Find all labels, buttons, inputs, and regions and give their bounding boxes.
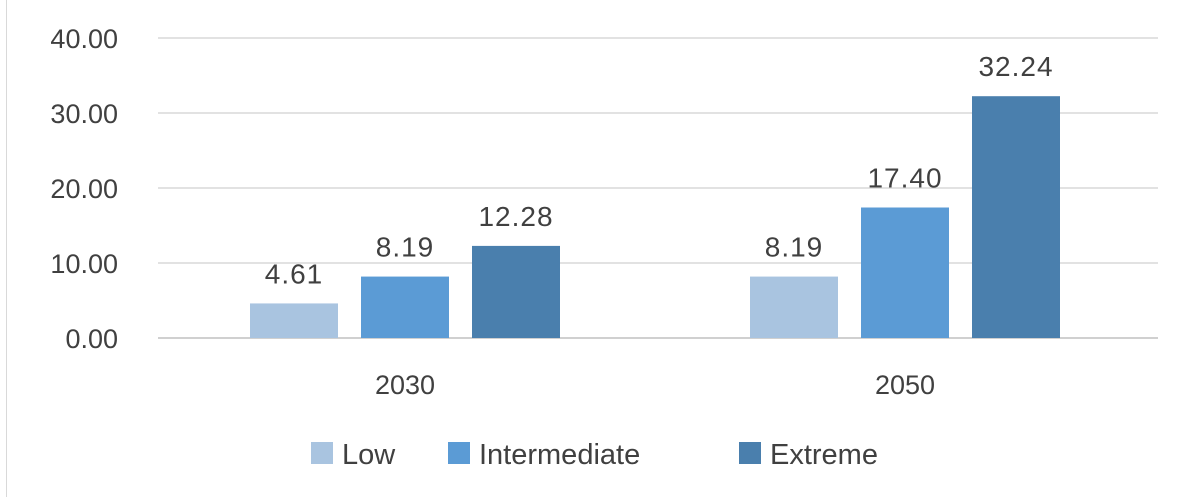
legend-swatch	[739, 442, 761, 464]
legend-label: Intermediate	[479, 439, 640, 471]
y-tick-label: 10.00	[50, 249, 118, 279]
data-label: 4.61	[265, 258, 324, 289]
y-tick-label: 40.00	[50, 24, 118, 54]
chart-border	[6, 0, 7, 497]
legend-swatch	[311, 442, 333, 464]
x-tick-label: 2030	[375, 370, 435, 400]
bar	[972, 96, 1060, 338]
bar	[861, 207, 949, 338]
data-label: 12.28	[478, 201, 553, 232]
y-tick-label: 20.00	[50, 174, 118, 204]
data-label: 17.40	[867, 163, 942, 194]
y-tick-label: 30.00	[50, 99, 118, 129]
data-label: 32.24	[978, 51, 1053, 82]
y-tick-label: 0.00	[65, 324, 118, 354]
legend-label: Low	[342, 439, 396, 471]
bar	[472, 245, 560, 338]
bar	[361, 276, 449, 338]
data-label: 8.19	[765, 232, 824, 263]
bar	[250, 303, 338, 338]
x-tick-label: 2050	[875, 370, 935, 400]
legend-swatch	[448, 442, 470, 464]
legend-label: Extreme	[770, 439, 878, 471]
data-label: 8.19	[376, 232, 435, 263]
bar	[750, 276, 838, 338]
